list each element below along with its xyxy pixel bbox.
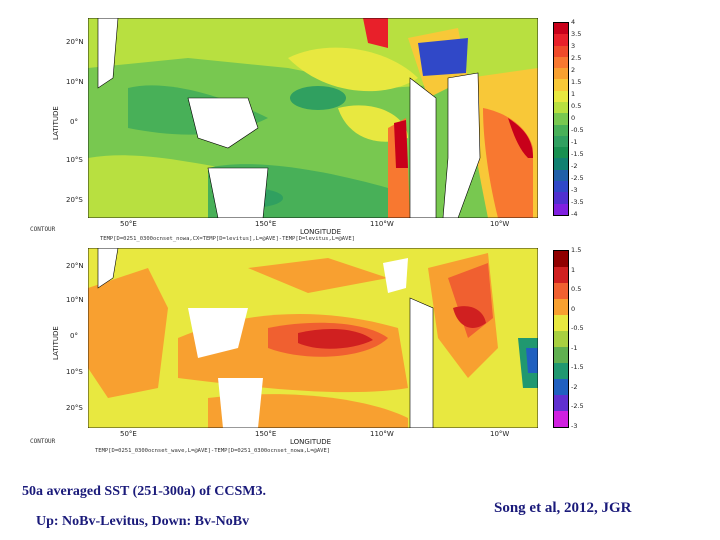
bottom-colorbar-swatch — [554, 315, 568, 331]
top-colorbar-swatch — [554, 68, 568, 80]
bottom-colorbar — [553, 250, 569, 428]
bottom-colorbar-swatch — [554, 251, 568, 267]
top-colorbar-swatch — [554, 45, 568, 57]
top-colorbar-swatch — [554, 79, 568, 91]
bottom-colorbar-label: -1.5 — [571, 363, 584, 372]
bottom-map-panel: LATITUDE 20°N 10°N 0° 10°S 20°S 50°E 150… — [0, 240, 720, 460]
bottom-colorbar-swatch — [554, 331, 568, 347]
top-colorbar-label: 4 — [571, 18, 576, 26]
bottom-xlabel: LONGITUDE — [290, 438, 332, 446]
top-colorbar-swatch — [554, 101, 568, 114]
top-colorbar-label: 3.5 — [571, 30, 582, 38]
bottom-header-formula: TEMP[D=0251_0300ocnset_wave,L=@AVE]-TEMP… — [95, 448, 331, 454]
caption-title: 50a averaged SST (251-300a) of CCSM3. — [22, 484, 266, 499]
bottom-colorbar-swatch — [554, 299, 568, 315]
top-colorbar-label: -0.5 — [571, 126, 584, 134]
top-lat-tick: 10°S — [66, 156, 83, 164]
top-colorbar-label: 1 — [571, 90, 576, 98]
top-map-panel: CONTOUR TEMP[D=0251_0300ocnset_nowa,CX=T… — [0, 0, 720, 250]
top-sst-map — [88, 18, 538, 218]
bottom-lon-tick: 10°W — [490, 430, 510, 438]
bottom-lon-tick: 110°W — [370, 430, 394, 438]
bottom-header-contour: CONTOUR — [30, 438, 56, 445]
bottom-colorbar-swatch — [554, 347, 568, 363]
top-header-formula: TEMP[D=0251_0300ocnset_nowa,CX=TEMP[D=le… — [100, 236, 355, 242]
bottom-colorbar-swatch — [554, 395, 568, 411]
top-colorbar-label: -1 — [571, 138, 578, 146]
bottom-colorbar-label: 1 — [571, 265, 576, 274]
top-colorbar-swatch — [554, 180, 568, 193]
top-colorbar-swatch — [554, 90, 568, 102]
bottom-colorbar-label: 1.5 — [571, 246, 582, 254]
top-colorbar-swatch — [554, 158, 568, 170]
bottom-sst-map — [88, 248, 538, 428]
top-colorbar-label: -4 — [571, 210, 578, 218]
top-ylabel: LATITUDE — [52, 106, 60, 140]
top-colorbar-swatch — [554, 34, 568, 46]
top-lon-tick: 110°W — [370, 220, 394, 228]
bottom-colorbar-swatch — [554, 379, 568, 395]
top-colorbar-swatch — [554, 203, 568, 215]
bottom-colorbar-label: 0 — [571, 304, 576, 313]
top-colorbar-label: 2 — [571, 66, 576, 74]
top-colorbar — [553, 22, 569, 216]
top-colorbar-label: 0.5 — [571, 102, 582, 110]
top-colorbar-swatch — [554, 192, 568, 204]
top-lat-tick: 10°N — [66, 78, 84, 86]
bottom-colorbar-label: -2 — [571, 382, 578, 391]
top-lon-tick: 10°W — [490, 220, 510, 228]
caption-citation: Song et al, 2012, JGR — [494, 500, 632, 516]
bottom-lat-tick: 0° — [70, 332, 78, 340]
top-colorbar-swatch — [554, 56, 568, 69]
bottom-lon-tick: 150°E — [255, 430, 277, 438]
bottom-lon-tick: 50°E — [120, 430, 137, 438]
top-lat-tick: 20°N — [66, 38, 84, 46]
top-lat-tick: 0° — [70, 118, 78, 126]
bottom-lat-tick: 20°N — [66, 262, 84, 270]
top-colorbar-swatch — [554, 113, 568, 125]
bottom-colorbar-swatch — [554, 411, 568, 427]
top-lon-tick: 150°E — [255, 220, 277, 228]
top-colorbar-label: -2 — [571, 162, 578, 170]
bottom-colorbar-label: -3 — [571, 422, 578, 430]
top-colorbar-labels: 4 3.5 3 2.5 2 1.5 1 0.5 0 -0.5 -1 -1.5 -2 -2.5 -3 -3.5 -… — [571, 18, 601, 218]
bottom-colorbar-labels: 1.5 1 0.5 0 -0.5 -1 -1.5 -2 -2.5 -3 — [571, 246, 601, 430]
bottom-colorbar-swatch — [554, 283, 568, 299]
top-colorbar-label: -1.5 — [571, 150, 584, 158]
top-lon-tick: 50°E — [120, 220, 137, 228]
top-colorbar-swatch — [554, 169, 568, 181]
bottom-colorbar-swatch — [554, 363, 568, 379]
bottom-colorbar-label: -2.5 — [571, 402, 584, 411]
bottom-ylabel: LATITUDE — [52, 326, 60, 360]
bottom-colorbar-label: 0.5 — [571, 285, 582, 294]
top-colorbar-swatch — [554, 135, 568, 148]
top-colorbar-label: 0 — [571, 114, 576, 122]
top-lat-tick: 20°S — [66, 196, 83, 204]
caption-subtitle: Up: NoBv-Levitus, Down: Bv-NoBv — [36, 514, 250, 529]
bottom-lat-tick: 20°S — [66, 404, 83, 412]
top-colorbar-label: 1.5 — [571, 78, 582, 86]
top-colorbar-label: -3 — [571, 186, 578, 194]
top-colorbar-label: -2.5 — [571, 174, 584, 182]
bottom-colorbar-label: -1 — [571, 343, 578, 352]
top-colorbar-label: 3 — [571, 42, 576, 50]
bottom-lat-tick: 10°S — [66, 368, 83, 376]
bottom-colorbar-label: -0.5 — [571, 324, 584, 333]
top-header-contour: CONTOUR — [30, 226, 56, 233]
top-colorbar-swatch — [554, 23, 568, 35]
top-colorbar-label: 2.5 — [571, 54, 582, 62]
top-colorbar-swatch — [554, 124, 568, 136]
top-xlabel: LONGITUDE — [300, 228, 342, 236]
top-colorbar-label: -3.5 — [571, 198, 584, 206]
bottom-colorbar-swatch — [554, 267, 568, 283]
top-colorbar-swatch — [554, 147, 568, 159]
bottom-lat-tick: 10°N — [66, 296, 84, 304]
